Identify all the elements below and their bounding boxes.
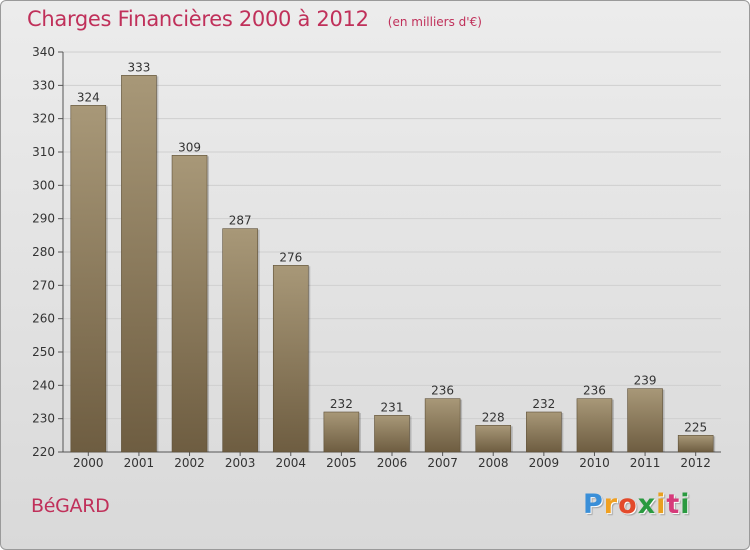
value-label: 324: [77, 90, 100, 104]
logo-letter: t: [666, 489, 681, 520]
x-tick-label: 2010: [579, 456, 610, 470]
x-tick-label: 2012: [680, 456, 711, 470]
y-tick-label: 290: [32, 212, 55, 226]
y-tick-label: 270: [32, 278, 55, 292]
y-tick-label: 310: [32, 145, 55, 159]
x-tick-label: 2001: [124, 456, 155, 470]
value-label: 276: [279, 250, 302, 264]
y-tick-label: 320: [32, 112, 55, 126]
value-label: 228: [482, 410, 505, 424]
bar-2011: [627, 388, 663, 453]
value-label: 236: [583, 384, 606, 398]
logo-letter: x: [637, 489, 657, 520]
y-tick-label: 230: [32, 412, 55, 426]
x-tick-label: 2004: [275, 456, 306, 470]
x-tick-label: 2003: [225, 456, 256, 470]
logo-letter: i: [656, 489, 667, 520]
bar-2006: [374, 415, 410, 453]
bar-2009: [526, 411, 562, 453]
value-label: 239: [634, 374, 657, 388]
logo-letter: r: [603, 489, 619, 520]
bar-2008: [475, 425, 512, 453]
x-tick-label: 2008: [478, 456, 509, 470]
x-tick-label: 2007: [427, 456, 458, 470]
grid-lines: [63, 51, 721, 453]
commune-name: BéGARD: [31, 495, 110, 517]
x-tick-label: 2002: [174, 456, 205, 470]
logo-letter: P: [583, 489, 604, 520]
title-row: Charges Financières 2000 à 2012 (en mill…: [27, 7, 482, 31]
chart-subtitle: (en milliers d'€): [387, 15, 482, 29]
logo-letter: i: [680, 489, 691, 520]
y-tick-label: 330: [32, 78, 55, 92]
y-tick-label: 280: [32, 245, 55, 259]
x-tick-label: 2006: [377, 456, 408, 470]
bar-2000: [70, 105, 107, 453]
bar-2004: [272, 265, 309, 453]
logo-letter: o: [618, 489, 638, 520]
y-tick-label: 300: [32, 178, 55, 192]
bar-2003: [222, 228, 258, 453]
chart-title: Charges Financières 2000 à 2012: [27, 7, 369, 31]
value-label: 333: [127, 60, 150, 74]
value-label: 287: [229, 214, 252, 228]
bar-2010: [576, 398, 613, 453]
x-tick-label: 2005: [326, 456, 357, 470]
bars: [70, 75, 716, 453]
value-label: 232: [532, 397, 555, 411]
labels: 220 230 240 250 260 270 280 290 300 310 320 330 340 3…: [32, 45, 711, 470]
bar-2005: [323, 411, 360, 453]
value-label: 309: [178, 140, 201, 154]
y-tick-label: 240: [32, 378, 55, 392]
value-label: 225: [684, 420, 707, 434]
y-tick-label: 340: [32, 45, 55, 59]
value-label: 236: [431, 384, 454, 398]
bar-2002: [171, 155, 208, 453]
bar-2007: [424, 398, 461, 453]
x-tick-label: 2000: [73, 456, 104, 470]
x-tick-label: 2009: [529, 456, 560, 470]
bar-2012: [677, 435, 714, 453]
value-label: 232: [330, 397, 353, 411]
value-label: 231: [381, 400, 404, 414]
x-tick-label: 2011: [630, 456, 661, 470]
proxiti-logo[interactable]: Proxiti: [583, 489, 691, 520]
y-tick-label: 250: [32, 345, 55, 359]
y-tick-label: 260: [32, 312, 55, 326]
bar-2001: [121, 75, 157, 453]
y-tick-label: 220: [32, 445, 55, 459]
